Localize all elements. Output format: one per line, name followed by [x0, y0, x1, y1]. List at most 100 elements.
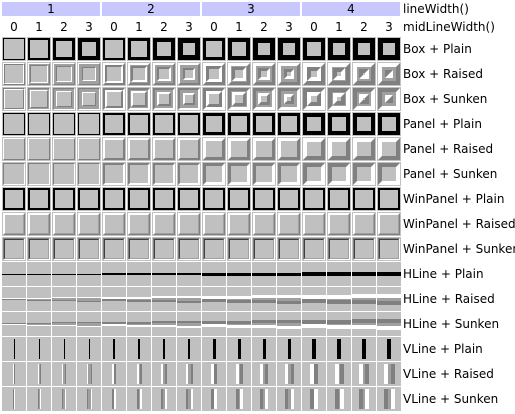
line-segment — [352, 323, 376, 325]
line-segment — [65, 389, 66, 409]
frame-border — [253, 63, 275, 85]
frame-border — [206, 66, 222, 82]
frame-sample — [227, 387, 251, 411]
frame-border — [203, 238, 225, 260]
line-segment — [362, 339, 366, 359]
frame-border — [232, 67, 246, 81]
frame-border — [29, 214, 49, 234]
line-segment — [377, 294, 401, 298]
frame-sample — [202, 162, 226, 186]
line-segment — [214, 389, 217, 409]
line-segment — [214, 364, 217, 384]
line-segment — [52, 322, 76, 323]
frame-border — [30, 90, 48, 108]
frame-border — [79, 64, 99, 84]
frame-border — [228, 138, 250, 160]
line-segment — [191, 389, 193, 409]
frame-border — [103, 138, 125, 160]
frame-border — [128, 38, 150, 60]
frame-sample — [177, 212, 201, 236]
line-segment — [335, 389, 339, 409]
frame-border — [78, 63, 100, 85]
line-segment — [265, 364, 268, 384]
frame-border — [78, 38, 100, 60]
frame-border — [30, 65, 48, 83]
line-segment — [191, 364, 193, 384]
frame-border — [328, 213, 350, 235]
frame-sample — [127, 387, 151, 411]
frame-border — [228, 188, 250, 210]
frame-sample — [152, 187, 176, 211]
line-segment — [263, 339, 266, 359]
row-label: Panel + Raised — [403, 142, 494, 156]
frame-border — [28, 238, 50, 260]
line-segment — [252, 300, 276, 303]
frame-border — [357, 92, 371, 106]
frame-border — [359, 94, 369, 104]
mid-line-width-header: 1 — [35, 20, 43, 34]
frame-border — [82, 67, 96, 81]
line-segment — [291, 389, 294, 409]
frame-sample — [352, 212, 376, 236]
frame-sample — [352, 237, 376, 261]
frame-border — [231, 66, 247, 82]
line-segment — [113, 339, 115, 359]
line-segment — [91, 364, 92, 384]
line-segment — [202, 321, 226, 324]
line-segment — [227, 299, 251, 300]
line-segment — [64, 339, 65, 359]
mid-line-width-header: 0 — [10, 20, 18, 34]
frame-border — [228, 63, 250, 85]
line-segment — [2, 323, 26, 324]
frame-border — [284, 94, 294, 104]
frame-border — [228, 38, 250, 60]
line-segment — [302, 324, 326, 328]
frame-sample — [127, 162, 151, 186]
frame-border — [53, 88, 75, 110]
frame-border — [203, 63, 225, 85]
line-segment — [152, 296, 176, 298]
line-segment — [277, 273, 301, 276]
frame-sample — [377, 312, 401, 336]
frame-sample — [177, 187, 201, 211]
frame-border — [179, 239, 199, 259]
frame-border — [178, 163, 200, 185]
frame-sample — [377, 62, 401, 86]
frame-border — [3, 213, 25, 235]
frame-sample — [277, 62, 301, 86]
frame-sample — [227, 337, 251, 361]
line-segment — [202, 273, 226, 276]
frame-border — [328, 88, 350, 110]
frame-sample — [152, 237, 176, 261]
frame-border — [333, 68, 345, 80]
frame-sample — [177, 162, 201, 186]
frame-sample — [127, 337, 151, 361]
frame-sample — [27, 337, 51, 361]
line-segment — [288, 389, 291, 409]
line-segment — [277, 320, 301, 323]
frame-border — [354, 214, 374, 234]
frame-border — [128, 213, 150, 235]
frame-sample — [252, 262, 276, 286]
mid-line-width-header: 2 — [160, 20, 168, 34]
line-segment — [77, 301, 101, 302]
frame-sample — [52, 362, 76, 386]
line-segment — [288, 339, 291, 359]
frame-sample — [302, 262, 326, 286]
frame-border — [378, 38, 400, 60]
line-segment — [161, 364, 163, 384]
frame-sample — [127, 287, 151, 311]
frame-border — [78, 213, 100, 235]
frame-border — [228, 163, 250, 185]
frame-sample — [2, 62, 26, 86]
frame-sample — [2, 262, 26, 286]
line-segment — [77, 322, 101, 323]
line-segment — [314, 389, 318, 409]
frame-sample — [127, 112, 151, 136]
frame-sample — [202, 37, 226, 61]
line-segment — [352, 300, 376, 304]
line-segment — [186, 389, 188, 409]
line-segment — [177, 326, 201, 328]
line-segment — [127, 324, 151, 325]
frame-border — [53, 38, 75, 60]
